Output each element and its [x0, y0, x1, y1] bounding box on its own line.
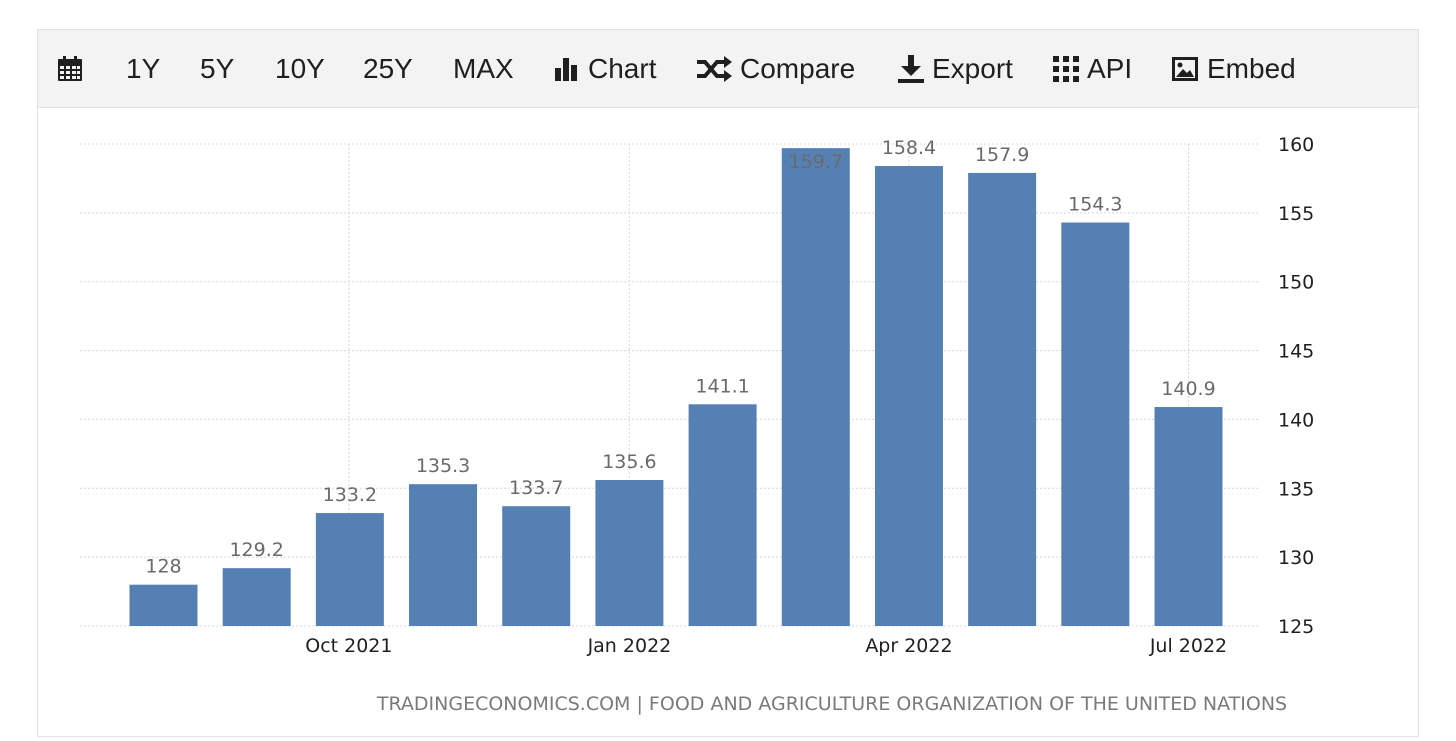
bar[interactable]	[968, 172, 1037, 627]
bar-value-label: 158.4	[882, 137, 936, 159]
bar-value-label: 135.3	[416, 455, 470, 477]
y-tick-label: 140	[1278, 409, 1314, 431]
bar[interactable]	[1154, 407, 1223, 626]
y-tick-label: 130	[1278, 547, 1314, 569]
bar-value-label: 140.9	[1161, 378, 1215, 400]
x-tick-label: Jan 2022	[587, 635, 672, 657]
export-label: Export	[932, 53, 1013, 84]
range-10y-button[interactable]: 10Y	[275, 53, 325, 84]
bar-value-label: 129.2	[229, 539, 283, 561]
chart-label: Chart	[588, 53, 657, 84]
y-axis: 125 130 135 140 145 150 155 160	[1278, 134, 1314, 638]
bar-chart-icon	[555, 58, 577, 81]
grid-icon	[1053, 56, 1079, 82]
bar-value-label: 133.2	[323, 484, 377, 506]
y-tick-label: 125	[1278, 616, 1314, 638]
x-tick-label: Apr 2022	[865, 635, 952, 657]
range-5y-button[interactable]: 5Y	[200, 53, 235, 84]
embed-button[interactable]: Embed	[1171, 30, 1296, 108]
export-button[interactable]: Export	[898, 30, 1013, 108]
bar[interactable]	[688, 404, 757, 626]
y-tick-label: 135	[1278, 478, 1314, 500]
compare-label: Compare	[740, 53, 856, 84]
range-max-button[interactable]: MAX	[453, 53, 514, 84]
bar[interactable]	[502, 506, 571, 626]
chart-button[interactable]: Chart	[554, 30, 656, 108]
y-tick-label: 160	[1278, 134, 1314, 156]
x-tick-label: Oct 2021	[305, 635, 392, 657]
bar[interactable]	[1061, 222, 1130, 627]
bar[interactable]	[222, 568, 291, 626]
range-1y-button[interactable]: 1Y	[126, 53, 161, 84]
bar-value-label: 133.7	[509, 477, 563, 499]
y-tick-label: 145	[1278, 341, 1314, 363]
value-labels: 128 129.2 133.2 135.3 133.7 135.6 141.1 159.7 15…	[145, 137, 1215, 578]
y-tick-label: 155	[1278, 203, 1314, 225]
embed-label: Embed	[1207, 53, 1296, 84]
bars	[129, 148, 1223, 627]
image-icon	[1172, 57, 1198, 81]
bar-value-label: 157.9	[975, 144, 1029, 166]
bar[interactable]	[315, 513, 384, 626]
bar-value-label: 159.7	[789, 151, 843, 173]
api-button[interactable]: API	[1053, 30, 1132, 108]
bar-value-label: 135.6	[602, 451, 656, 473]
bar[interactable]	[874, 166, 943, 626]
range-25y-button[interactable]: 25Y	[363, 53, 413, 84]
bar[interactable]	[129, 584, 198, 626]
shuffle-icon	[697, 56, 732, 82]
bar[interactable]	[781, 148, 850, 627]
x-axis: Oct 2021 Jan 2022 Apr 2022 Jul 2022	[305, 635, 1227, 657]
bar[interactable]	[409, 484, 478, 626]
api-label: API	[1087, 53, 1133, 84]
bar-value-label: 141.1	[695, 375, 749, 397]
bar-value-label: 128	[145, 556, 181, 578]
bar-value-label: 154.3	[1068, 193, 1122, 215]
x-tick-label: Jul 2022	[1149, 635, 1227, 657]
chart-toolbar: 1Y 5Y 10Y 25Y MAX Chart Compare	[38, 30, 1418, 108]
compare-button[interactable]: Compare	[696, 30, 855, 108]
download-icon	[898, 55, 924, 83]
bar[interactable]	[595, 480, 664, 626]
calendar-icon	[58, 56, 82, 81]
calendar-button[interactable]	[57, 30, 83, 108]
y-tick-label: 150	[1278, 272, 1314, 294]
source-credit: TRADINGECONOMICS.COM | FOOD AND AGRICULT…	[376, 693, 1287, 715]
